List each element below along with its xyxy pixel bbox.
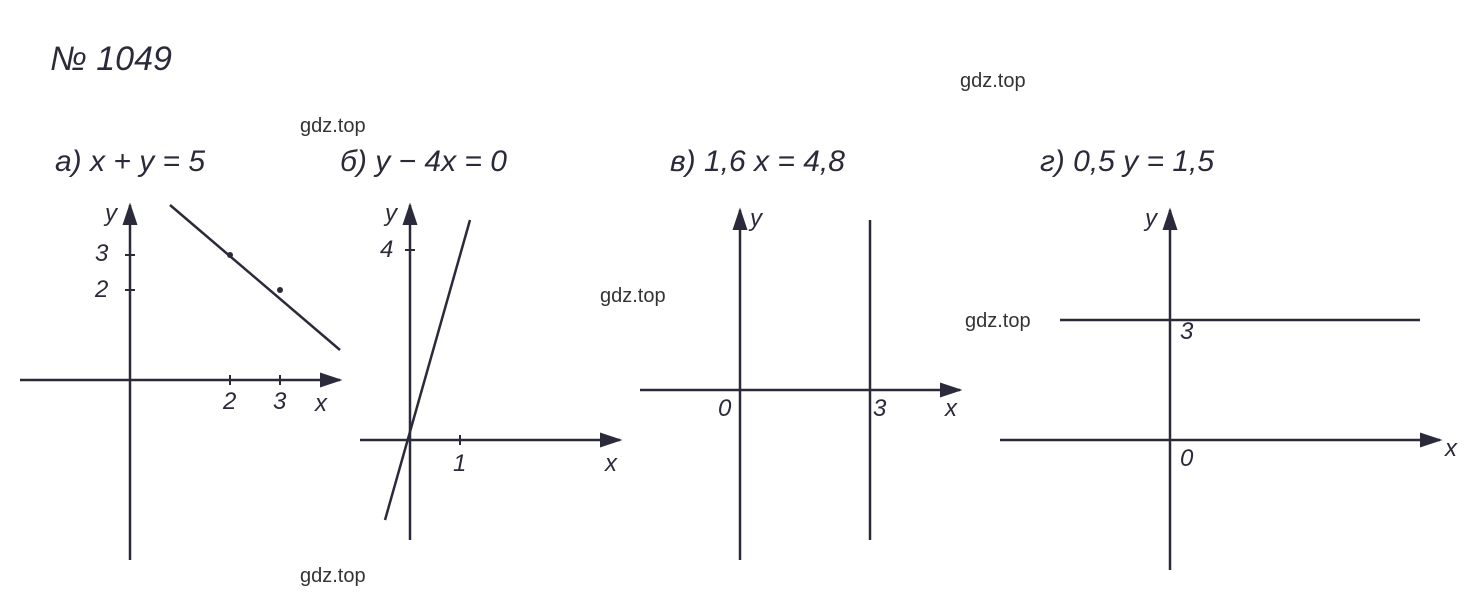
panel-label-b: б): [340, 145, 367, 178]
equation-b: б) y − 4x = 0: [340, 145, 507, 179]
panel-label-c: в): [670, 145, 696, 178]
y-axis-label-b: y: [385, 200, 397, 228]
panel-label-d: г): [1040, 145, 1065, 178]
x-tick-label-b-1: 1: [453, 450, 466, 478]
y-axis-label-d: y: [1145, 205, 1157, 233]
y-tick-label-b-4: 4: [380, 236, 393, 264]
equation-text-d: 0,5 y = 1,5: [1073, 145, 1214, 178]
point-2: [277, 287, 283, 293]
equation-d: г) 0,5 y = 1,5: [1040, 145, 1214, 179]
equation-a: а) x + y = 5: [55, 145, 205, 179]
graph-line-a: [170, 205, 340, 350]
y-axis-label-c: y: [750, 205, 762, 233]
chart-a: y x 2 3 2 3: [20, 200, 360, 580]
chart-d: y x 0 3: [1000, 200, 1460, 580]
x-tick-label-c-3: 3: [873, 395, 886, 423]
x-axis-label-b: x: [605, 450, 617, 478]
origin-label-c: 0: [718, 395, 731, 423]
watermark-1: gdz.top: [300, 115, 366, 138]
x-axis-label-d: x: [1445, 435, 1457, 463]
equation-text-a: x + y = 5: [90, 145, 205, 178]
y-tick-label-a-3: 3: [95, 240, 108, 268]
equation-text-b: y − 4x = 0: [375, 145, 507, 178]
x-axis-label-c: x: [945, 395, 957, 423]
point-1: [227, 252, 233, 258]
x-tick-label-a-3: 3: [273, 388, 286, 416]
equation-c: в) 1,6 x = 4,8: [670, 145, 845, 179]
x-axis-label-a: x: [315, 390, 327, 418]
x-tick-label-a-2: 2: [223, 388, 236, 416]
y-tick-label-a-2: 2: [95, 276, 108, 304]
origin-label-d: 0: [1180, 445, 1193, 473]
watermark-2: gdz.top: [960, 70, 1026, 93]
chart-b: y x 1 4: [360, 200, 640, 580]
chart-c: y x 0 3: [640, 200, 980, 580]
equation-text-c: 1,6 x = 4,8: [704, 145, 845, 178]
y-tick-label-d-3: 3: [1180, 318, 1193, 346]
problem-number: № 1049: [50, 40, 172, 79]
panel-label-a: а): [55, 145, 82, 178]
y-axis-label-a: y: [105, 200, 117, 228]
